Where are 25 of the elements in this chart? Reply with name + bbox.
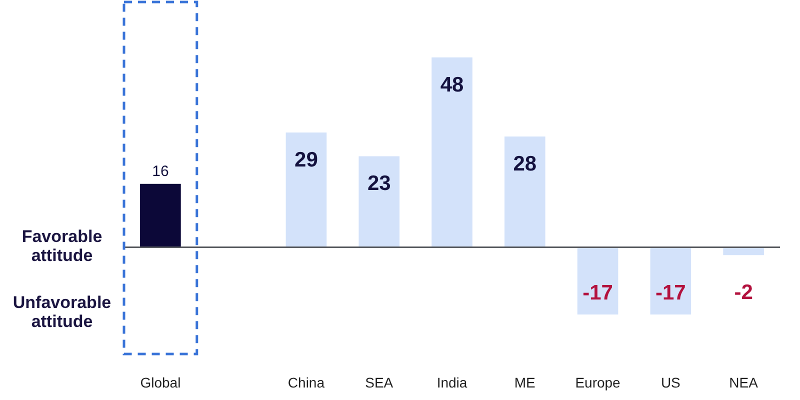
bar bbox=[432, 57, 472, 248]
x-tick-label: ME bbox=[514, 374, 536, 390]
data-label: 48 bbox=[440, 73, 464, 96]
bar bbox=[577, 247, 618, 314]
bar bbox=[286, 132, 327, 248]
x-tick-label: NEA bbox=[729, 374, 759, 390]
data-label: 23 bbox=[367, 172, 391, 196]
bar bbox=[358, 156, 400, 248]
bar bbox=[140, 184, 181, 248]
text: Unfavorable attitude bbox=[12, 293, 112, 332]
bar bbox=[650, 247, 692, 314]
data-label: 28 bbox=[513, 152, 537, 176]
data-label: -2 bbox=[734, 281, 753, 304]
x-tick-label: Global bbox=[140, 374, 181, 390]
bar bbox=[504, 136, 546, 248]
x-tick-label: Europe bbox=[575, 374, 621, 390]
text: Favorable attitude bbox=[22, 227, 102, 266]
data-label: -17 bbox=[655, 281, 686, 304]
data-label: -17 bbox=[582, 281, 613, 304]
x-tick-label: US bbox=[660, 374, 680, 390]
x-tick-label: SEA bbox=[365, 374, 394, 390]
data-label: 16 bbox=[152, 162, 169, 180]
x-tick-label: India bbox=[436, 374, 468, 390]
x-tick-label: China bbox=[288, 374, 325, 390]
data-label: 29 bbox=[294, 148, 318, 172]
